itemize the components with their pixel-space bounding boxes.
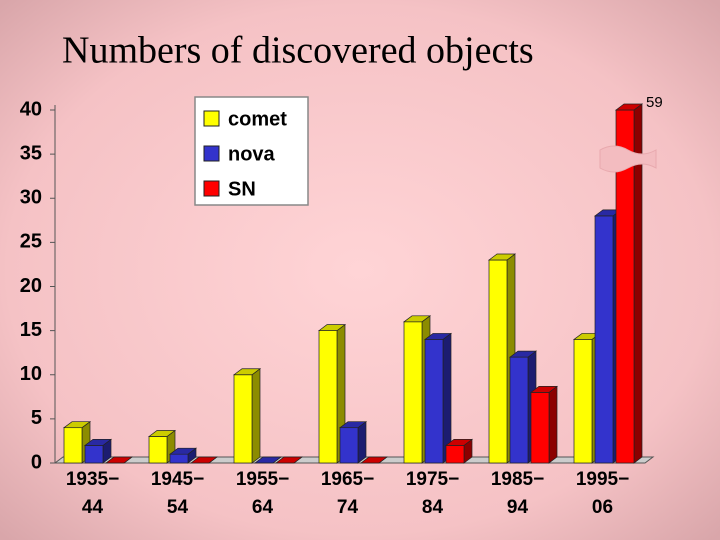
- x-tick-label: 84: [422, 497, 444, 518]
- x-tick-label: 1975−: [406, 469, 459, 490]
- y-tick-label: 30: [20, 187, 42, 209]
- bar-front: [169, 453, 189, 464]
- y-tick-label: 20: [20, 275, 42, 297]
- legend-label: nova: [228, 143, 276, 165]
- legend-swatch: [203, 180, 220, 197]
- x-tick-label: 1995−: [576, 469, 629, 490]
- bar: [444, 438, 474, 464]
- bar-side: [357, 421, 367, 464]
- x-tick-label: 64: [252, 497, 274, 518]
- bar: [274, 456, 304, 464]
- bar-top: [147, 430, 177, 437]
- x-tick-label: 1965−: [321, 469, 374, 490]
- bar: [232, 368, 262, 464]
- bar-front: [318, 330, 338, 464]
- x-tick-label: 44: [82, 497, 104, 518]
- bar-front: [573, 339, 593, 464]
- bar-front: [339, 427, 359, 464]
- y-tick-label: 15: [20, 319, 42, 341]
- bar-front: [445, 445, 465, 464]
- y-tick-label: 25: [20, 231, 42, 253]
- bar-top: [487, 253, 517, 261]
- bar-top: [274, 456, 304, 464]
- bar-top: [359, 456, 389, 464]
- axis-break: [599, 145, 657, 173]
- bar: [423, 332, 453, 464]
- x-tick-label: 94: [507, 497, 529, 518]
- x-tick-label: 74: [337, 497, 359, 518]
- bar-top: [614, 103, 644, 111]
- bar-side: [548, 385, 558, 464]
- legend-label: comet: [228, 108, 287, 130]
- bar-front: [594, 215, 614, 464]
- bar-top: [529, 386, 559, 393]
- y-tick-label: 5: [31, 407, 42, 429]
- value-label: 59: [646, 94, 663, 111]
- y-tick-label: 0: [31, 451, 42, 473]
- bar: [359, 456, 389, 464]
- bar-front: [509, 356, 529, 464]
- bar-front: [233, 374, 253, 464]
- bar-top: [253, 456, 283, 464]
- legend-label: SN: [228, 178, 256, 200]
- bar-front: [488, 259, 508, 464]
- x-tick-label: 1985−: [491, 469, 544, 490]
- bar-top: [444, 439, 474, 446]
- bar-top: [317, 324, 347, 331]
- bar: [253, 456, 283, 464]
- legend-swatch: [203, 110, 220, 127]
- x-tick-label: 1945−: [151, 469, 204, 490]
- bar-top: [402, 315, 432, 323]
- x-tick-label: 06: [592, 497, 613, 518]
- bar: [317, 323, 347, 464]
- bar-top: [423, 333, 453, 340]
- bar-top: [338, 421, 368, 429]
- x-tick-label: 1935−: [66, 469, 119, 490]
- bar: [168, 447, 198, 464]
- bar: [104, 456, 134, 464]
- bar-top: [508, 350, 538, 358]
- x-tick-label: 1955−: [236, 469, 289, 490]
- legend: comet nova SN: [194, 96, 309, 206]
- bar-top: [104, 456, 134, 464]
- bar: [338, 421, 368, 464]
- bar-front: [148, 436, 168, 464]
- y-tick-label: 35: [20, 142, 42, 164]
- bar: [83, 438, 113, 464]
- bar-front: [63, 427, 83, 464]
- bar-top: [232, 368, 262, 376]
- bar-front: [403, 321, 423, 464]
- bar-top: [62, 421, 92, 429]
- x-tick-label: 54: [167, 497, 189, 518]
- chart-title: Numbers of discovered objects: [62, 30, 534, 72]
- bar-front: [84, 445, 104, 464]
- bar: [529, 385, 559, 464]
- bar-top: [168, 447, 198, 455]
- legend-swatch: [203, 145, 220, 162]
- bar-top: [189, 456, 219, 464]
- bar: [614, 103, 644, 464]
- bar-front: [530, 392, 550, 464]
- y-tick-label: 40: [20, 98, 42, 120]
- bar-side: [251, 368, 261, 464]
- y-tick-label: 10: [20, 363, 42, 385]
- bar-front: [424, 339, 444, 464]
- bar: [189, 456, 219, 464]
- bar-top: [83, 439, 113, 446]
